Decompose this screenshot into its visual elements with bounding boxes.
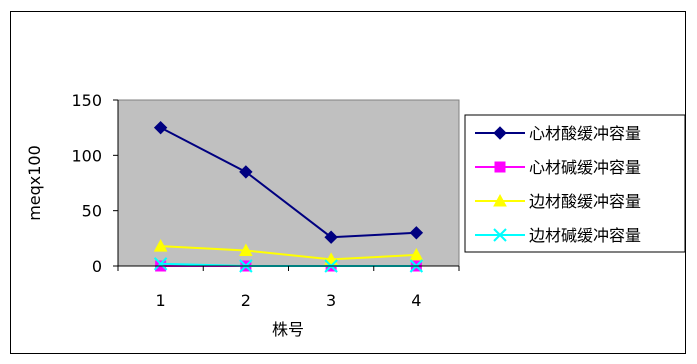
data-point-series-1 [409, 226, 424, 240]
series-line-3 [160, 245, 417, 261]
x-tick-label: 2 [241, 291, 251, 310]
data-point-series-1 [153, 120, 168, 135]
x-tick-label: 3 [326, 291, 336, 310]
legend-label-4: 边材碱缓冲容量 [529, 226, 641, 245]
legend-marker-3 [493, 193, 507, 207]
legend-marker-2 [494, 161, 506, 173]
series-line-1 [160, 126, 417, 239]
x-axis-title: 株号 [272, 320, 304, 339]
plot-area [117, 99, 460, 267]
data-point-series-4 [153, 257, 168, 271]
series-layer [153, 120, 424, 273]
data-point-series-3 [239, 243, 253, 257]
legend-label-2: 心材碱缓冲容量 [529, 158, 641, 177]
y-tick-layer: 0 50 100 150 [71, 91, 118, 276]
x-tick-label: 1 [156, 291, 166, 310]
x-tick-label: 4 [411, 291, 421, 310]
y-axis-title: meqx100 [25, 145, 44, 221]
legend-marker-4 [493, 228, 507, 242]
y-tick-label: 150 [71, 91, 102, 110]
legend-label-3: 边材酸缓冲容量 [529, 192, 641, 211]
data-point-series-1 [239, 165, 253, 179]
y-tick-label: 0 [92, 257, 102, 276]
legend-marker-1 [493, 126, 507, 140]
data-point-series-3 [409, 247, 424, 261]
y-tick-label: 50 [82, 202, 102, 221]
legend-label-1: 心材酸缓冲容量 [529, 124, 641, 143]
x-tick-layer: 1 2 3 4 [117, 266, 460, 310]
data-point-series-3 [153, 239, 168, 252]
data-point-series-1 [324, 230, 338, 244]
y-tick-label: 100 [71, 146, 102, 165]
